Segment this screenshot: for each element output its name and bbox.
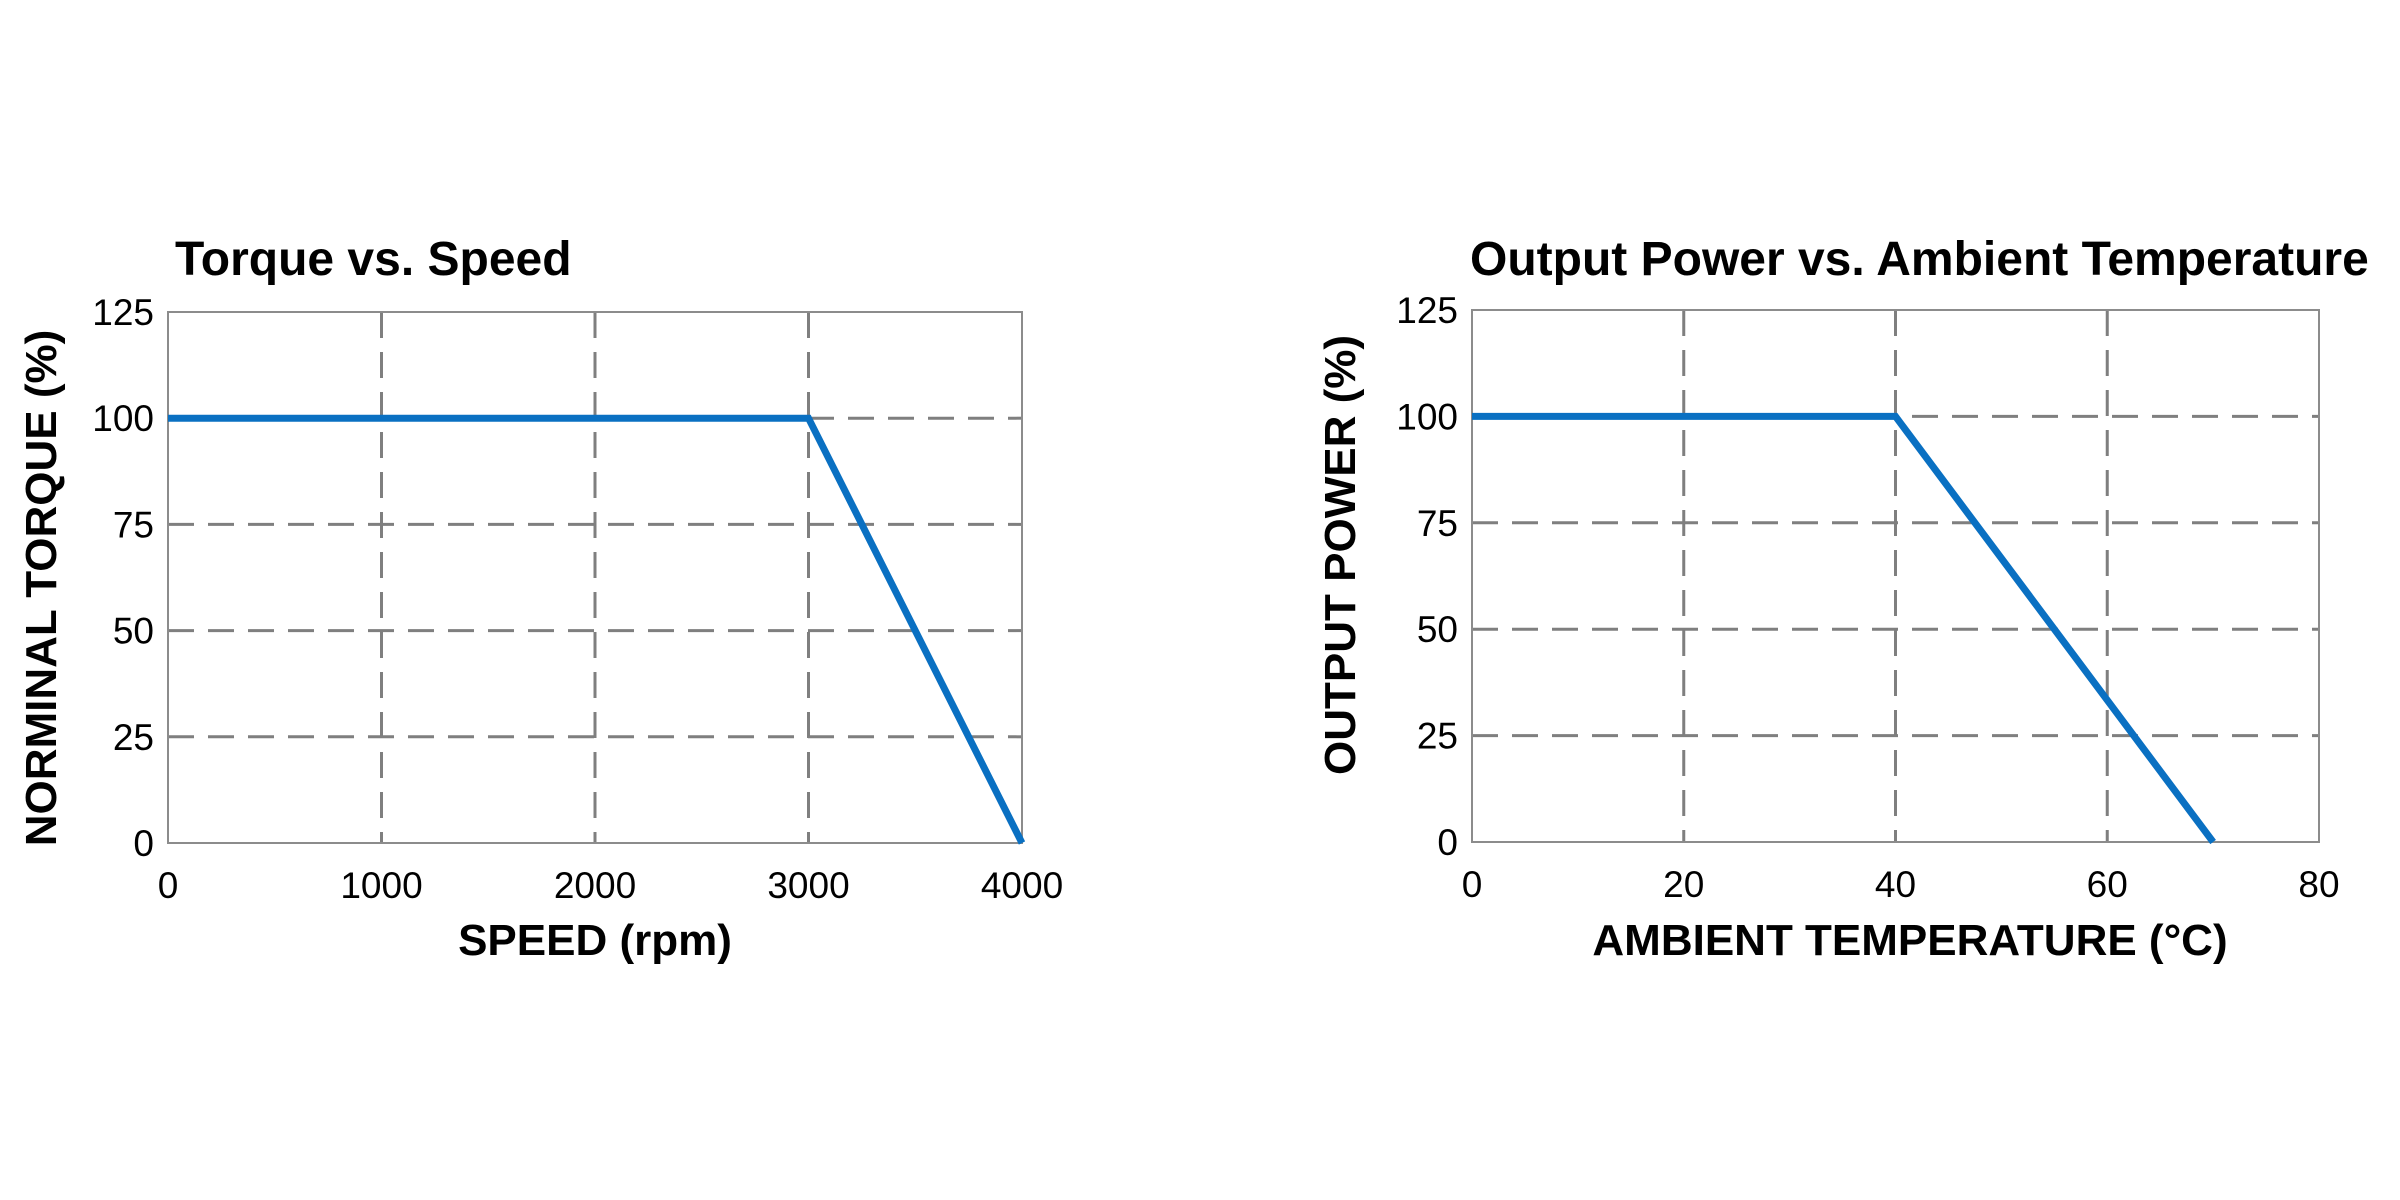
- grid: [168, 312, 1022, 843]
- chart-title: Output Power vs. Ambient Temperature: [1470, 233, 2369, 286]
- plot-area: [1471, 309, 2320, 843]
- plot-area: [167, 311, 1023, 844]
- x-tick-label: 2000: [554, 865, 636, 906]
- y-tick-label: 125: [1396, 290, 1458, 331]
- x-ticks: 0 20 40 60 80: [1462, 864, 2340, 905]
- y-ticks: 0 25 50 75 100 125: [1396, 290, 1458, 863]
- series-line: [168, 414, 1026, 845]
- y-tick-label: 100: [92, 398, 154, 439]
- x-tick-label: 0: [1462, 864, 1483, 905]
- x-tick-label: 60: [2087, 864, 2128, 905]
- power-temperature-chart: Output Power vs. Ambient Temperature 0 25…: [1316, 233, 2369, 965]
- x-tick-label: 0: [158, 865, 179, 906]
- x-tick-label: 3000: [767, 865, 849, 906]
- series: [1472, 412, 2216, 845]
- grid: [1472, 310, 2319, 842]
- y-tick-label: 0: [1437, 822, 1458, 863]
- x-tick-label: 80: [2298, 864, 2339, 905]
- y-axis-label: OUTPUT POWER (%): [1316, 335, 1365, 775]
- series: [168, 414, 1026, 845]
- series-line: [1472, 412, 2216, 845]
- y-tick-label: 50: [113, 611, 154, 652]
- x-axis-label: SPEED (rpm): [458, 916, 732, 965]
- x-tick-label: 4000: [981, 865, 1063, 906]
- y-tick-label: 25: [113, 717, 154, 758]
- y-tick-label: 125: [92, 292, 154, 333]
- torque-speed-chart: Torque vs. Speed 0 25 50 75 100 125 0 1000 2000…: [17, 233, 1063, 965]
- y-tick-label: 50: [1417, 609, 1458, 650]
- y-axis-label: NORMINAL TORQUE (%): [17, 330, 66, 847]
- y-ticks: 0 25 50 75 100 125: [92, 292, 154, 864]
- x-tick-label: 40: [1875, 864, 1916, 905]
- y-tick-label: 0: [133, 823, 154, 864]
- y-tick-label: 75: [1417, 503, 1458, 544]
- x-axis-label: AMBIENT TEMPERATURE (°C): [1592, 916, 2227, 965]
- x-tick-label: 1000: [340, 865, 422, 906]
- y-tick-label: 100: [1396, 396, 1458, 437]
- chart-title: Torque vs. Speed: [175, 233, 572, 286]
- y-tick-label: 75: [113, 504, 154, 545]
- x-ticks: 0 1000 2000 3000 4000: [158, 865, 1063, 906]
- y-tick-label: 25: [1417, 716, 1458, 757]
- x-tick-label: 20: [1663, 864, 1704, 905]
